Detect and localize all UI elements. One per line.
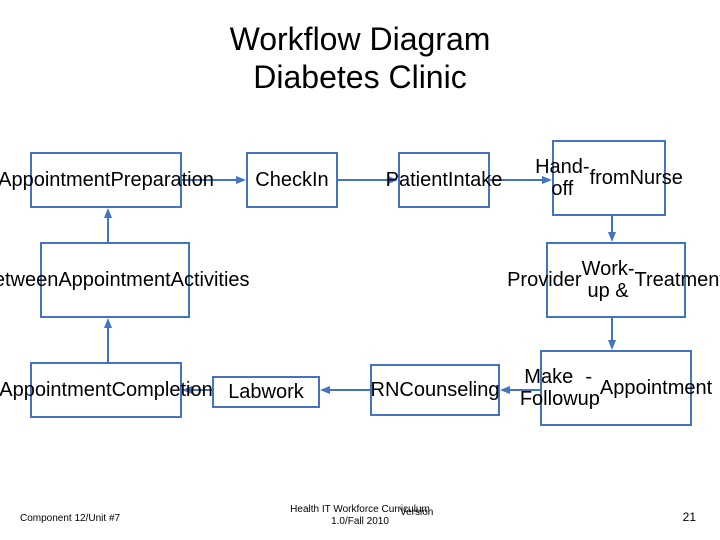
node-label-line: Intake bbox=[448, 169, 502, 191]
node-handoff: Hand-offfromNurse bbox=[552, 140, 666, 216]
arrow-head bbox=[320, 386, 330, 394]
footer-version: Version bbox=[400, 507, 433, 518]
node-label-line: Activities bbox=[171, 269, 250, 291]
node-rn-counsel: RNCounseling bbox=[370, 364, 500, 416]
arrow-head bbox=[500, 386, 510, 394]
footer-page-number: 21 bbox=[683, 510, 696, 524]
slide-title: Workflow Diagram Diabetes Clinic bbox=[0, 20, 720, 96]
node-label-line: Work-up & bbox=[582, 258, 635, 302]
arrow-head bbox=[608, 232, 616, 242]
footer-center-line2: 1.0/Fall 2010 bbox=[331, 516, 389, 527]
node-label-line: Provider bbox=[507, 269, 581, 291]
node-patient-intake: PatientIntake bbox=[398, 152, 490, 208]
arrow-head bbox=[104, 318, 112, 328]
arrow-head bbox=[236, 176, 246, 184]
node-label-line: Patient bbox=[386, 169, 448, 191]
node-label-line: RN bbox=[371, 379, 400, 401]
node-label-line: Appointment bbox=[0, 169, 110, 191]
node-label-line: Appointment bbox=[58, 269, 170, 291]
slide: Workflow Diagram Diabetes Clinic Appoint… bbox=[0, 0, 720, 540]
node-provider: ProviderWork-up &Treatment bbox=[546, 242, 686, 318]
node-label-line: Appointment bbox=[600, 377, 712, 399]
node-label-line: Completion bbox=[112, 379, 213, 401]
node-label-line: -up bbox=[578, 366, 600, 410]
node-label-line: In bbox=[312, 169, 329, 191]
title-line2: Diabetes Clinic bbox=[253, 59, 466, 95]
footer-center: Health IT Workforce Curriculum 1.0/Fall … bbox=[0, 504, 720, 528]
node-appt-comp: AppointmentCompletion bbox=[30, 362, 182, 418]
node-label-line: Check bbox=[255, 169, 312, 191]
node-appt-prep: AppointmentPreparation bbox=[30, 152, 182, 208]
node-label-line: Counseling bbox=[399, 379, 499, 401]
node-followup: Make Follow-upAppointment bbox=[540, 350, 692, 426]
node-label-line: from bbox=[590, 167, 630, 189]
node-labwork: Labwork bbox=[212, 376, 320, 408]
node-between: BetweenAppointmentActivities bbox=[40, 242, 190, 318]
node-label-line: Nurse bbox=[630, 167, 683, 189]
title-line1: Workflow Diagram bbox=[230, 21, 491, 57]
node-label-line: Appointment bbox=[0, 379, 112, 401]
arrow-head bbox=[608, 340, 616, 350]
node-check-in: CheckIn bbox=[246, 152, 338, 208]
node-label-line: Labwork bbox=[228, 381, 304, 403]
node-label-line: Treatment bbox=[635, 269, 720, 291]
node-label-line: Preparation bbox=[110, 169, 213, 191]
node-label-line: Between bbox=[0, 269, 58, 291]
arrow-head bbox=[104, 208, 112, 218]
node-label-line: Hand-off bbox=[535, 156, 589, 200]
node-label-line: Make Follow bbox=[520, 366, 578, 410]
